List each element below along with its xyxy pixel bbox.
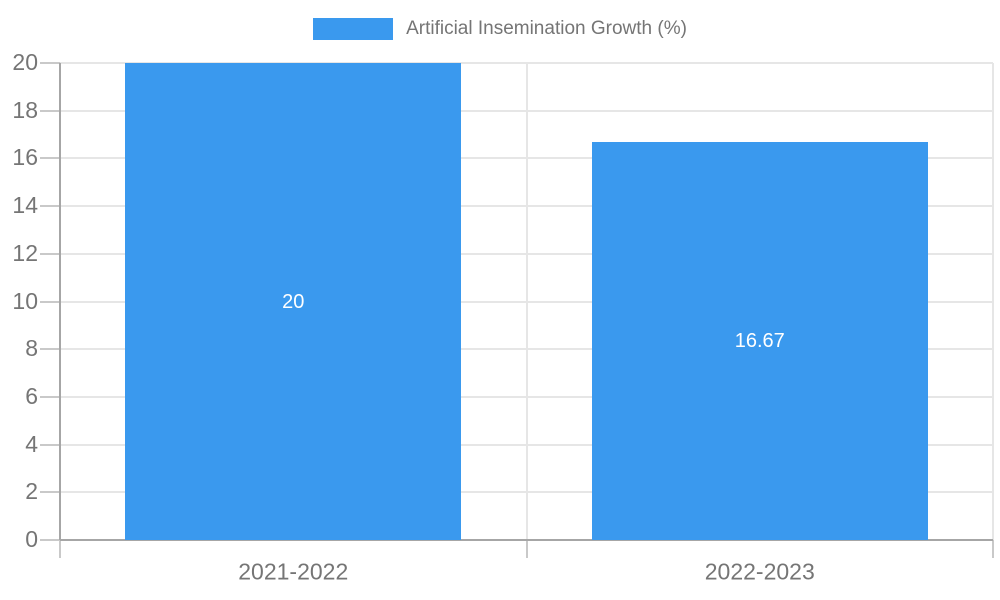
y-tick-label-12: 12 — [12, 239, 38, 266]
y-axis-tick-16 — [40, 157, 60, 160]
y-axis-tick-6 — [40, 395, 60, 398]
bar-value-label-2021-2022: 20 — [282, 290, 305, 313]
y-tick-label-10: 10 — [12, 287, 38, 314]
y-axis-tick-20 — [40, 62, 60, 64]
y-tick-label-14: 14 — [12, 192, 38, 219]
gridline-x-boundary-2 — [992, 63, 994, 540]
chart-legend: Artificial Insemination Growth (%) — [0, 18, 1000, 40]
y-tick-label-2: 2 — [25, 478, 38, 505]
x-tick-label-2022-2023: 2022-2023 — [704, 558, 815, 585]
bar-2022-2023[interactable] — [591, 142, 928, 540]
x-tick-label-2021-2022: 2021-2022 — [238, 558, 349, 585]
y-tick-label-20: 20 — [12, 49, 38, 76]
legend-swatch[interactable] — [313, 18, 394, 40]
y-axis-tick-12 — [40, 252, 60, 255]
x-axis-line — [60, 539, 993, 541]
legend-label[interactable]: Artificial Insemination Growth (%) — [406, 18, 687, 39]
y-axis-line — [59, 63, 61, 540]
y-tick-label-0: 0 — [25, 526, 38, 553]
x-axis-tick-2 — [992, 540, 994, 558]
y-tick-label-16: 16 — [12, 144, 38, 171]
x-axis-tick-0 — [59, 540, 61, 558]
y-axis-tick-10 — [40, 300, 60, 303]
y-axis-tick-4 — [40, 443, 60, 446]
y-tick-label-8: 8 — [25, 335, 38, 362]
y-axis-tick-18 — [40, 109, 60, 112]
y-tick-label-4: 4 — [25, 430, 38, 457]
y-axis-tick-8 — [40, 348, 60, 351]
y-axis-tick-0 — [40, 539, 60, 541]
x-axis-tick-1 — [525, 540, 528, 558]
y-tick-label-18: 18 — [12, 96, 38, 123]
bar-value-label-2022-2023: 16.67 — [734, 330, 785, 353]
y-axis-tick-14 — [40, 205, 60, 208]
y-tick-label-6: 6 — [25, 382, 38, 409]
y-axis-tick-2 — [40, 491, 60, 494]
gridline-x-boundary-1 — [525, 63, 528, 540]
bar-2021-2022[interactable] — [125, 63, 462, 540]
